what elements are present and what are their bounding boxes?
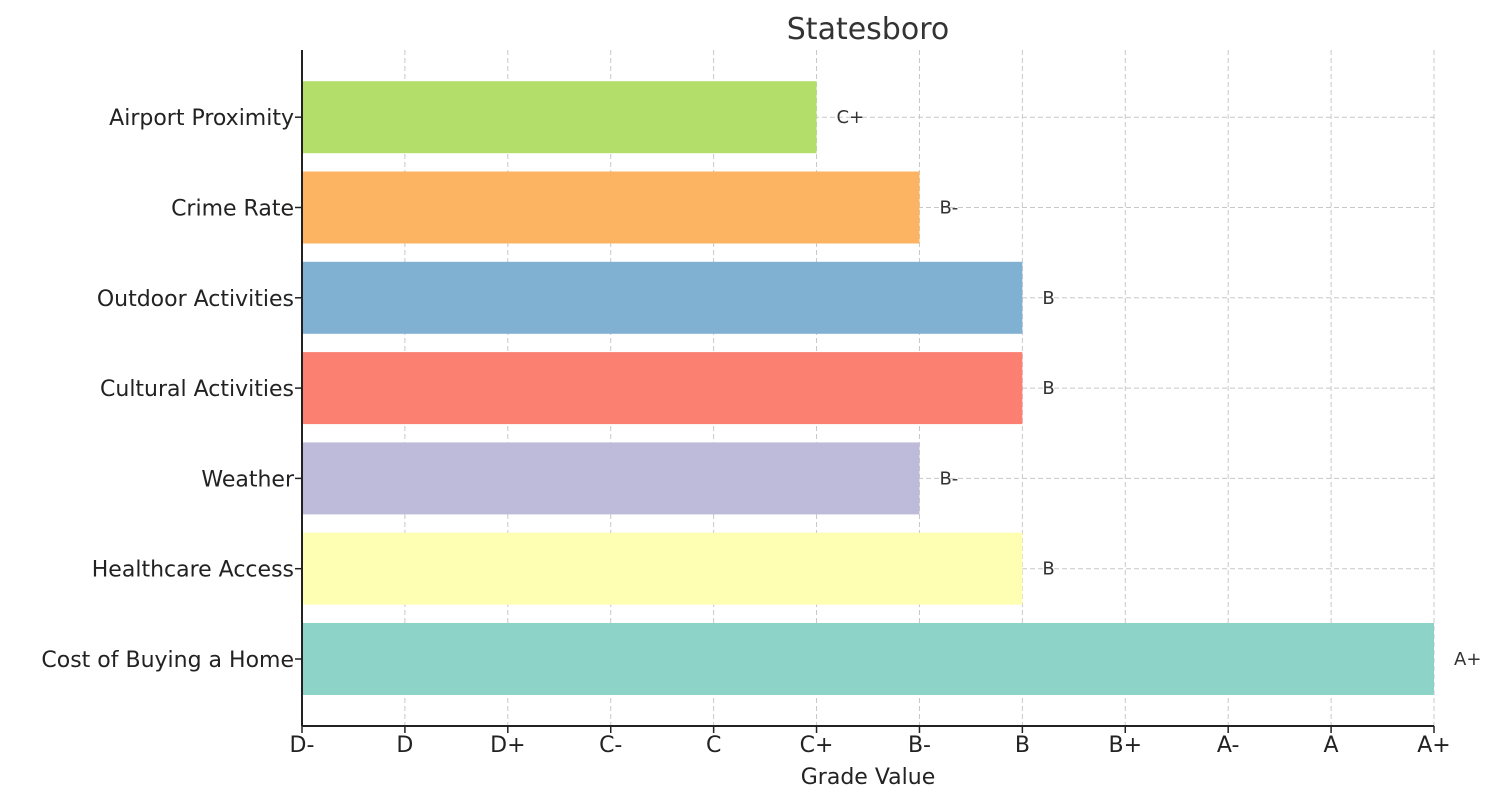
data-label: B (1042, 378, 1054, 399)
x-tick-label: D- (290, 733, 315, 758)
bar (302, 442, 920, 515)
x-tick-label: D+ (490, 733, 525, 758)
bar (302, 261, 1023, 334)
data-label: B- (939, 198, 958, 219)
category-label: Healthcare Access (92, 558, 294, 583)
data-label: A+ (1454, 649, 1481, 670)
x-tick-label: B+ (1109, 733, 1143, 758)
x-tick-label: B- (908, 733, 931, 758)
x-tick-label: D (396, 733, 413, 758)
x-tick-label: A- (1217, 733, 1240, 758)
category-label: Crime Rate (171, 197, 294, 222)
data-label: B (1042, 559, 1054, 580)
data-label: B- (939, 468, 958, 489)
category-label: Outdoor Activities (97, 287, 294, 312)
category-label: Weather (201, 467, 295, 492)
data-label: C+ (837, 107, 865, 128)
x-tick-label: A+ (1417, 733, 1450, 758)
category-label: Cultural Activities (100, 377, 294, 402)
x-tick-label: C+ (800, 733, 834, 758)
bars (302, 81, 1434, 695)
axes (295, 50, 1435, 733)
x-axis-label: Grade Value (801, 765, 935, 790)
x-tick-label: C (706, 733, 721, 758)
labels: D- D D+ C- C C+ B- B B+ A- A A+ Cost of Buying a Hom… (41, 106, 1481, 758)
bar (302, 532, 1023, 605)
category-label: Airport Proximity (109, 106, 294, 131)
bar (302, 623, 1434, 695)
data-label: B (1042, 288, 1054, 309)
x-tick-label: C- (599, 733, 622, 758)
chart-title: Statesboro (787, 12, 949, 47)
bar (302, 352, 1023, 425)
bar (302, 171, 920, 244)
bar (302, 81, 817, 154)
x-tick-label: A (1324, 733, 1339, 758)
x-tick-label: B (1015, 733, 1030, 758)
category-label: Cost of Buying a Home (41, 648, 294, 673)
